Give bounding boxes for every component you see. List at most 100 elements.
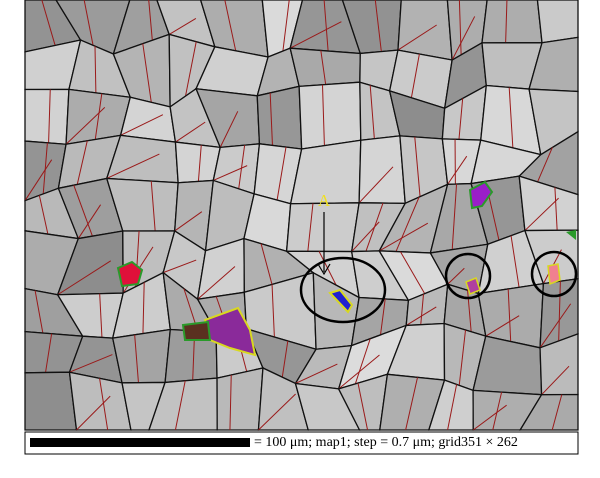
twin-boundary bbox=[83, 0, 94, 46]
twin-boundary bbox=[99, 378, 109, 431]
twin-boundary bbox=[174, 211, 203, 232]
twin-boundary bbox=[163, 259, 197, 274]
twin-boundary bbox=[41, 0, 56, 46]
twin-boundary bbox=[554, 187, 558, 231]
annotation-label: A bbox=[318, 191, 331, 210]
grain bbox=[111, 328, 172, 384]
twin-boundary bbox=[379, 222, 429, 252]
twin-boundary bbox=[24, 159, 53, 201]
arrow-head bbox=[317, 263, 331, 276]
phase-highlights bbox=[116, 180, 576, 357]
twin-boundary bbox=[447, 267, 465, 285]
twin-boundary bbox=[485, 315, 520, 337]
twin-boundary bbox=[99, 293, 103, 338]
grain bbox=[481, 0, 543, 44]
highlight-grain bbox=[547, 263, 561, 286]
twin-boundary bbox=[168, 17, 197, 35]
twin-boundary bbox=[492, 392, 503, 431]
annotation-circles bbox=[299, 250, 578, 324]
twin-boundary bbox=[276, 146, 287, 201]
twin-boundary bbox=[307, 203, 314, 252]
twin-boundary bbox=[397, 24, 437, 51]
twin-boundary bbox=[269, 92, 273, 146]
twin-boundary bbox=[505, 0, 508, 43]
twin-boundary bbox=[338, 354, 380, 390]
twin-boundary bbox=[405, 306, 437, 326]
twin-boundary bbox=[106, 153, 160, 179]
twin-boundary bbox=[175, 121, 206, 143]
twin-boundary bbox=[537, 147, 553, 183]
scale-bar-text: = 100 μm; map1; step = 0.7 μm; grid351 ×… bbox=[254, 435, 518, 450]
twin-boundary bbox=[260, 243, 273, 285]
twin-boundary bbox=[57, 260, 112, 296]
twin-boundary bbox=[508, 87, 514, 148]
twin-boundary bbox=[69, 354, 113, 373]
twin-boundary bbox=[289, 21, 342, 49]
twin-boundary bbox=[76, 395, 111, 431]
circle-marker bbox=[444, 252, 492, 300]
twin-boundary bbox=[472, 404, 507, 431]
twin-boundary bbox=[38, 195, 49, 235]
twin-boundary bbox=[120, 114, 164, 136]
highlight-grain bbox=[181, 320, 212, 341]
highlight-grain bbox=[116, 260, 144, 288]
twin-boundary bbox=[458, 329, 467, 386]
twin-boundary bbox=[213, 165, 248, 181]
twin-boundary bbox=[94, 93, 103, 140]
twin-boundary bbox=[447, 384, 458, 431]
twin-boundary bbox=[34, 290, 44, 334]
grain bbox=[24, 88, 70, 145]
twin-boundary bbox=[134, 334, 139, 383]
grain bbox=[358, 135, 406, 205]
twin-boundary bbox=[142, 43, 152, 103]
twin-boundary bbox=[295, 363, 338, 384]
twin-boundary bbox=[224, 0, 237, 51]
twin-boundary bbox=[184, 41, 197, 97]
twin-boundary bbox=[174, 380, 186, 431]
twin-boundary bbox=[354, 338, 371, 385]
grain bbox=[256, 85, 303, 150]
grain bbox=[285, 202, 360, 253]
twin-boundary bbox=[197, 145, 202, 182]
highlight-grain bbox=[465, 277, 481, 295]
grain bbox=[24, 371, 78, 431]
twin-boundary bbox=[42, 142, 48, 194]
twin-boundary bbox=[524, 197, 559, 231]
twin-boundary bbox=[48, 89, 51, 143]
twin-boundary bbox=[369, 85, 375, 139]
scale-bar-box bbox=[24, 431, 579, 455]
twin-boundary bbox=[142, 282, 145, 334]
twin-boundary bbox=[374, 0, 382, 52]
twin-boundary bbox=[458, 0, 462, 55]
twin-boundary bbox=[229, 374, 232, 431]
twin-boundary bbox=[77, 204, 102, 239]
twin-boundary bbox=[410, 53, 420, 98]
grain-map bbox=[24, 0, 579, 431]
twin-boundary bbox=[400, 251, 426, 294]
twin-boundary bbox=[271, 284, 275, 338]
twin-boundary bbox=[148, 0, 153, 41]
twin-boundary bbox=[281, 340, 289, 378]
twin-boundary bbox=[150, 181, 156, 232]
twin-boundary bbox=[405, 377, 418, 431]
twin-boundary bbox=[451, 16, 476, 61]
twin-boundary bbox=[451, 184, 458, 250]
twin-boundary bbox=[510, 235, 520, 288]
twin-boundary bbox=[258, 393, 296, 431]
twin-boundary bbox=[197, 266, 236, 300]
circle-marker bbox=[530, 250, 578, 298]
twin-boundary bbox=[73, 185, 93, 237]
grain bbox=[519, 393, 579, 431]
twin-boundary bbox=[322, 84, 325, 146]
twin-boundary bbox=[420, 294, 424, 325]
grain bbox=[298, 81, 362, 150]
twin-boundary bbox=[458, 98, 464, 140]
twin-boundary bbox=[379, 298, 386, 335]
twin-boundary bbox=[395, 196, 420, 252]
twin-boundary bbox=[551, 394, 563, 431]
highlight-grain bbox=[566, 230, 576, 240]
circle-marker bbox=[299, 256, 387, 324]
twin-boundary bbox=[358, 166, 394, 204]
twin-boundary bbox=[447, 155, 468, 185]
twin-boundary bbox=[65, 107, 106, 145]
